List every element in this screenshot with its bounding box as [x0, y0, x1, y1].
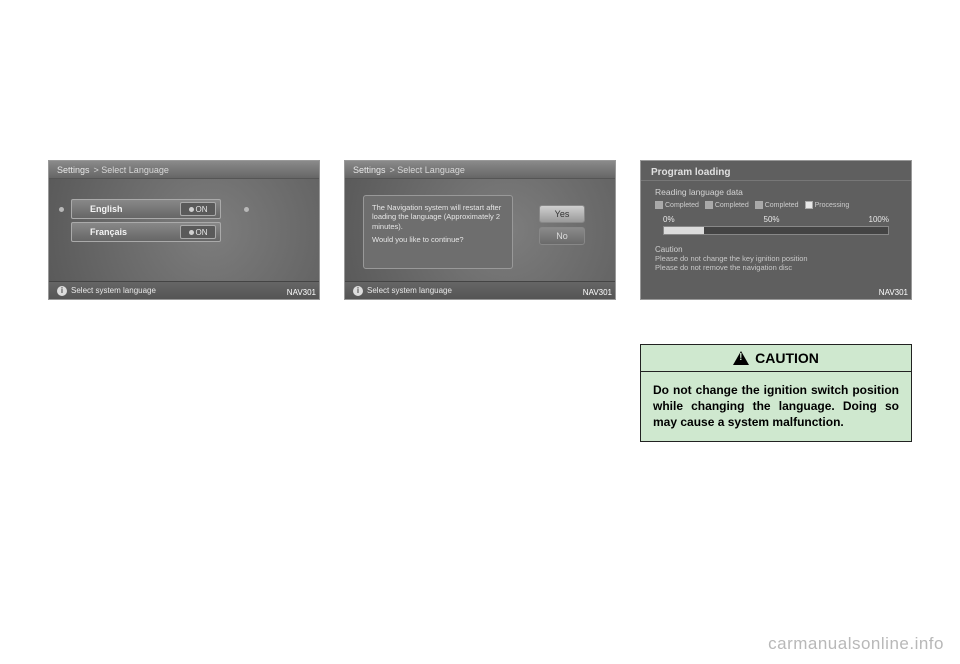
- caution-heading-text: CAUTION: [755, 350, 819, 366]
- language-label: Français: [72, 227, 180, 237]
- screen2-footer: i Select system language: [345, 281, 615, 299]
- info-icon: i: [57, 286, 67, 296]
- screen3-caution-label: Caution: [655, 245, 897, 254]
- screen2-navcode: NAV301: [583, 288, 612, 297]
- language-label: English: [72, 204, 180, 214]
- screen3-subtitle: Reading language data: [641, 181, 911, 199]
- language-row-english[interactable]: English ON: [71, 199, 221, 219]
- screenshot-3: Program loading Reading language data Co…: [640, 160, 912, 300]
- screen3-navcode: NAV301: [879, 288, 908, 297]
- legend-item: Completed: [655, 201, 699, 209]
- dialog-buttons: Yes No: [539, 205, 585, 245]
- caution-heading: CAUTION: [641, 345, 911, 372]
- screen2-header: Settings > Select Language: [345, 161, 615, 179]
- language-on-indicator: ON: [180, 225, 216, 239]
- legend-item: Processing: [805, 201, 850, 209]
- caution-body-text: Do not change the ignition switch positi…: [641, 372, 911, 441]
- language-row-francais[interactable]: Français ON: [71, 222, 221, 242]
- side-dot-right-icon: [244, 207, 249, 212]
- screenshot-1: Settings > Select Language English ON F: [48, 160, 320, 300]
- legend-item: Completed: [705, 201, 749, 209]
- dialog-text-2: Would you like to continue?: [372, 235, 504, 244]
- no-button[interactable]: No: [539, 227, 585, 245]
- pct-100: 100%: [869, 215, 889, 224]
- page-columns: Settings > Select Language English ON F: [0, 0, 960, 442]
- screen2-body: The Navigation system will restart after…: [345, 179, 615, 281]
- legend-text: Completed: [765, 202, 799, 209]
- screen1-navcode: NAV301: [287, 288, 316, 297]
- screen3-body: Program loading Reading language data Co…: [641, 161, 911, 299]
- screen1-footer-text: Select system language: [71, 286, 156, 295]
- screen3-title: Program loading: [641, 161, 911, 181]
- column-3: Program loading Reading language data Co…: [640, 160, 912, 442]
- column-1: Settings > Select Language English ON F: [48, 160, 320, 442]
- legend-box-icon: [805, 201, 813, 209]
- screen2-header-crumb: > Select Language: [390, 165, 465, 175]
- language-panel: English ON Français ON: [71, 199, 221, 245]
- screen2-header-label: Settings: [353, 165, 386, 175]
- side-dot-left-icon: [59, 207, 64, 212]
- pct-50: 50%: [764, 215, 780, 224]
- screen1-body: English ON Français ON: [49, 179, 319, 281]
- on-text: ON: [196, 205, 208, 214]
- screen1-header-label: Settings: [57, 165, 90, 175]
- info-icon: i: [353, 286, 363, 296]
- progress-fill: [664, 227, 704, 234]
- pct-0: 0%: [663, 215, 675, 224]
- language-on-indicator: ON: [180, 202, 216, 216]
- screen1-footer: i Select system language: [49, 281, 319, 299]
- on-text: ON: [196, 228, 208, 237]
- legend-text: Completed: [715, 202, 749, 209]
- column-2: Settings > Select Language The Navigatio…: [344, 160, 616, 442]
- screenshot-2: Settings > Select Language The Navigatio…: [344, 160, 616, 300]
- legend-box-icon: [755, 201, 763, 209]
- percent-row: 0% 50% 100%: [641, 211, 911, 224]
- yes-button[interactable]: Yes: [539, 205, 585, 223]
- warning-triangle-icon: [733, 351, 749, 365]
- screen3-legend: Completed Completed Completed Processing: [641, 199, 911, 211]
- legend-item: Completed: [755, 201, 799, 209]
- screen2-footer-text: Select system language: [367, 286, 452, 295]
- screen3-caution-line1: Please do not change the key ignition po…: [655, 254, 897, 263]
- screen3-caution-line2: Please do not remove the navigation disc: [655, 263, 897, 272]
- progress-bar: [663, 226, 889, 235]
- screen1-header: Settings > Select Language: [49, 161, 319, 179]
- legend-text: Completed: [665, 202, 699, 209]
- legend-box-icon: [655, 201, 663, 209]
- legend-text: Processing: [815, 202, 850, 209]
- screen1-header-crumb: > Select Language: [94, 165, 169, 175]
- watermark-text: carmanualsonline.info: [768, 634, 944, 654]
- indicator-dot-icon: [189, 230, 194, 235]
- confirm-dialog: The Navigation system will restart after…: [363, 195, 513, 269]
- legend-box-icon: [705, 201, 713, 209]
- indicator-dot-icon: [189, 207, 194, 212]
- dialog-text-1: The Navigation system will restart after…: [372, 203, 504, 231]
- caution-box: CAUTION Do not change the ignition switc…: [640, 344, 912, 442]
